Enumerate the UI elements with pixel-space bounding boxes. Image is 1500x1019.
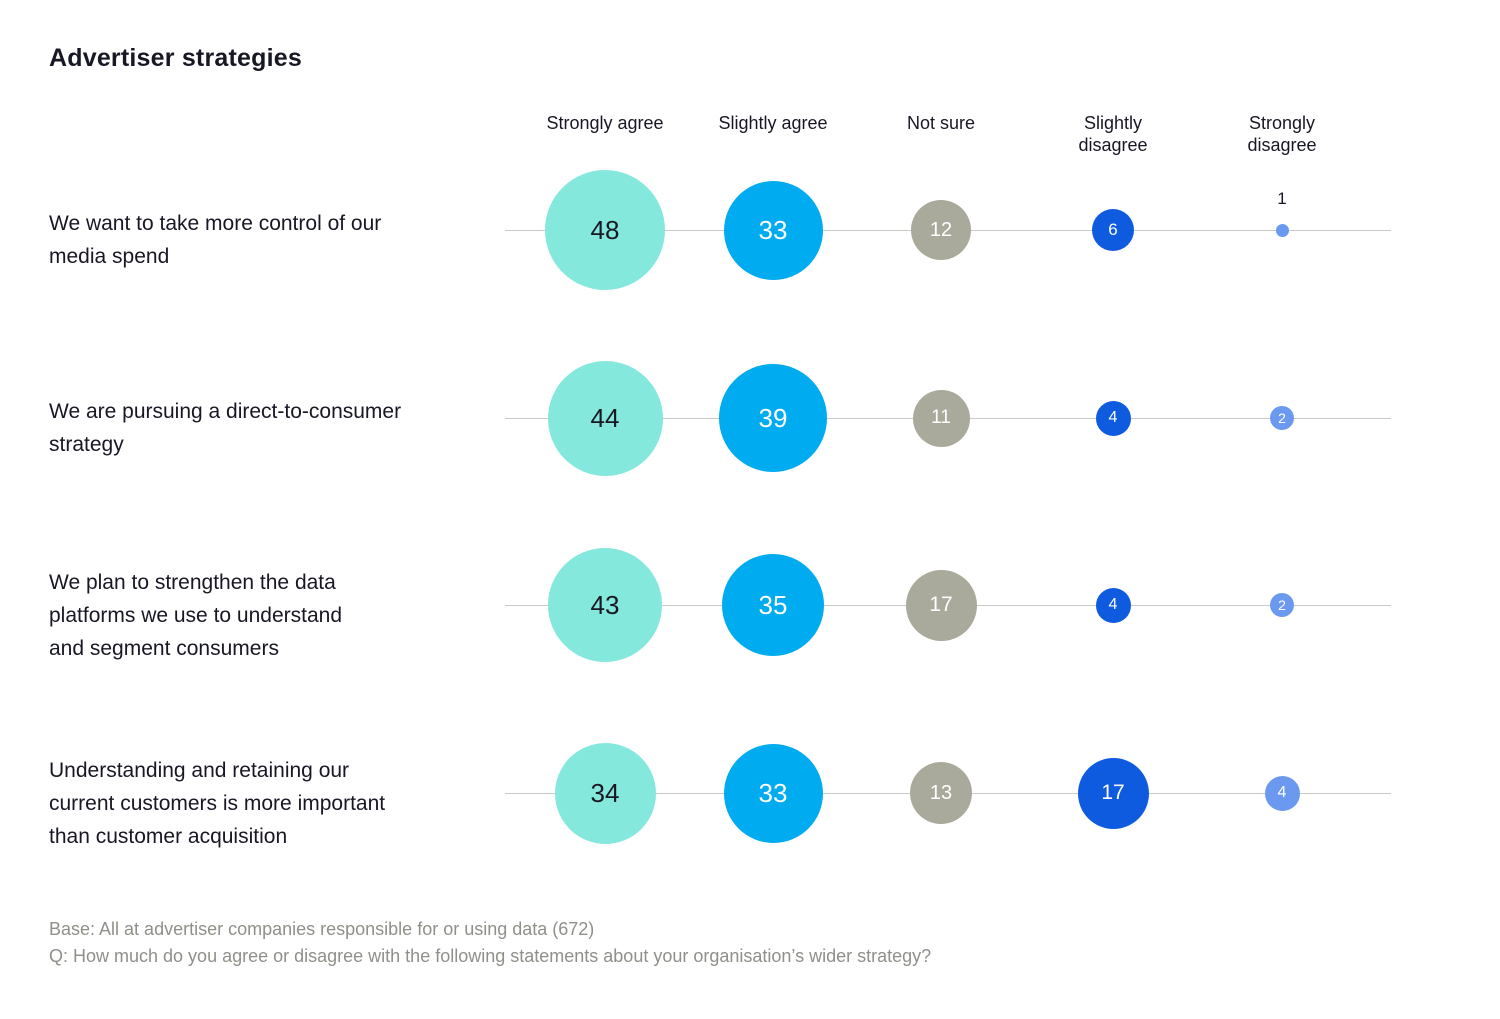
value-dot [1275, 223, 1289, 237]
statement-label: Understanding and retaining our current … [49, 758, 386, 848]
value-bubble: 39 [719, 364, 827, 472]
value-bubble: 48 [545, 170, 665, 290]
value-bubble: 17 [905, 569, 977, 641]
value-bubble: 6 [1092, 209, 1134, 251]
value-bubble: 12 [911, 200, 971, 260]
statement-label: We want to take more control of our medi… [49, 212, 382, 268]
base-note: Base: All at advertiser companies respon… [49, 919, 595, 939]
value-bubble: 33 [723, 180, 823, 280]
value-bubble: 4 [1095, 400, 1131, 436]
value-bubble: 35 [722, 554, 824, 656]
value-bubble: 11 [912, 389, 970, 447]
value-bubble: 4 [1264, 775, 1300, 811]
value-bubble: 13 [910, 762, 972, 824]
chart-title: Advertiser strategies [49, 44, 302, 72]
value-bubble: 4 [1095, 587, 1131, 623]
value-bubble: 33 [723, 743, 823, 843]
value-label: 1 [1277, 189, 1287, 208]
column-header-strongly-agree: Strongly agree [546, 113, 664, 133]
chart-footnotes: Base: All at advertiser companies respon… [49, 916, 931, 970]
column-header-not-sure: Not sure [906, 113, 976, 133]
value-bubble: 2 [1270, 593, 1294, 617]
statement-label: We plan to strengthen the data platforms… [49, 570, 342, 660]
question-note: Q: How much do you agree or disagree wit… [49, 946, 932, 966]
statement-label: We are pursuing a direct-to-consumer str… [49, 400, 402, 456]
column-header-slightly-agree: Slightly agree [718, 113, 828, 133]
value-bubble: 2 [1270, 406, 1294, 430]
column-header-strongly-disagree: Strongly disagree [1247, 113, 1317, 155]
column-header-slightly-disagree: Slightly disagree [1078, 113, 1148, 155]
value-bubble: 34 [554, 742, 656, 844]
value-bubble: 43 [548, 548, 662, 662]
value-bubble: 17 [1077, 757, 1149, 829]
value-bubble: 44 [547, 360, 663, 476]
